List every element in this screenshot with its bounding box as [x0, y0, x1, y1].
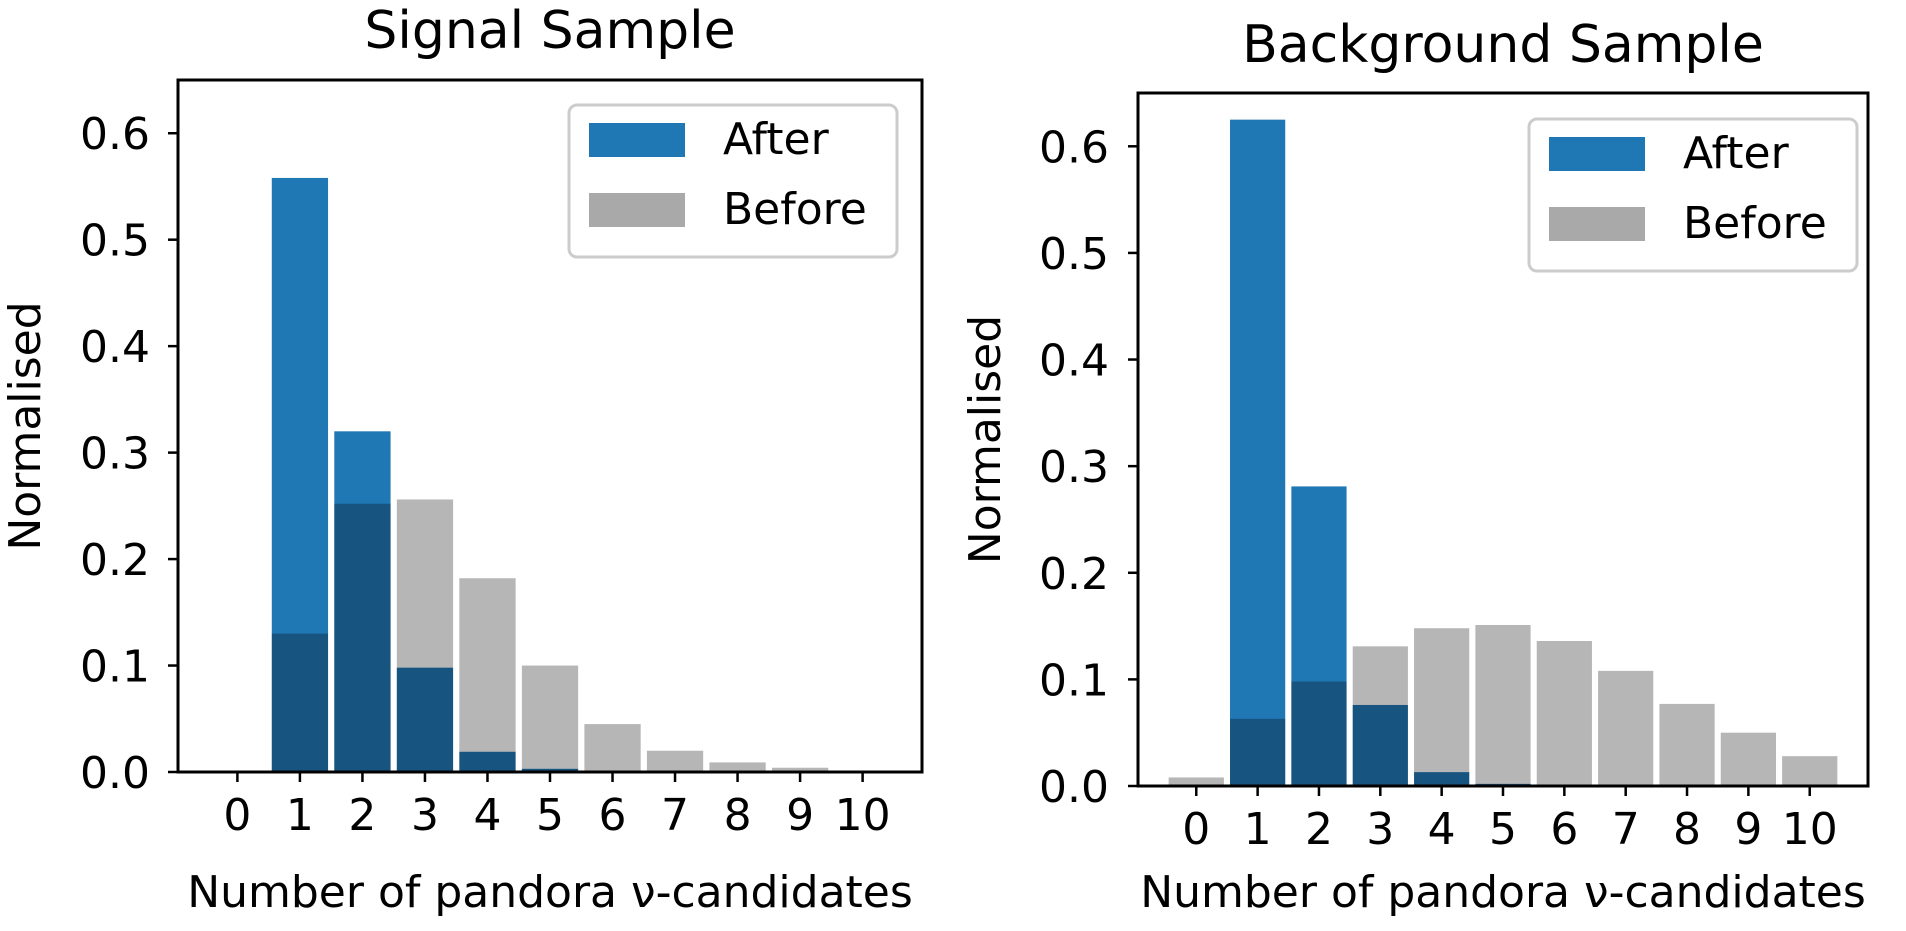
x-axis-label: Number of pandora ν-candidates — [1140, 867, 1866, 918]
x-tick-label: 3 — [1366, 804, 1394, 855]
x-tick-label: 2 — [348, 790, 376, 841]
x-tick-label: 9 — [1734, 804, 1762, 855]
legend-label-after: After — [723, 114, 830, 165]
bar-after-1 — [1230, 119, 1286, 786]
y-tick-label: 0.0 — [1039, 762, 1109, 813]
y-axis-label: Normalised — [960, 315, 1011, 564]
legend-swatch-before — [589, 193, 685, 227]
bar-before-10 — [1782, 756, 1838, 786]
x-tick-label: 0 — [1182, 804, 1210, 855]
chart-panel-2: 0 1 2 3 4 5 6 7 8 9 10 0.0 0.1 0.2 0.3 0.4 0.5 0.6 Backgro… — [960, 15, 1870, 918]
x-tick-label: 10 — [835, 790, 891, 841]
y-tick-label: 0.6 — [1039, 122, 1109, 173]
bar-before-0 — [1168, 777, 1224, 786]
bar-before-9 — [1720, 732, 1776, 786]
x-tick-label: 5 — [536, 790, 564, 841]
y-tick-label: 0.5 — [80, 216, 150, 267]
y-tick-label: 0.3 — [1039, 442, 1109, 493]
legend-label-before: Before — [1683, 198, 1827, 249]
bar-before-4 — [459, 578, 516, 772]
y-tick-label: 0.2 — [80, 535, 150, 586]
y-tick-label: 0.0 — [80, 748, 150, 799]
legend: After Before — [567, 103, 899, 259]
bar-before-8 — [709, 762, 766, 772]
legend-swatch-after — [589, 123, 685, 157]
x-tick-label: 3 — [411, 790, 439, 841]
x-tick-label: 5 — [1489, 804, 1517, 855]
bar-before-8 — [1659, 703, 1715, 786]
y-tick-label: 0.5 — [1039, 229, 1109, 280]
y-tick-label: 0.1 — [80, 642, 150, 693]
y-tick-label: 0.3 — [80, 429, 150, 480]
legend: After Before — [1527, 117, 1859, 273]
x-tick-label: 8 — [724, 790, 752, 841]
legend-label-after: After — [1683, 128, 1790, 179]
x-tick-label: 1 — [1244, 804, 1272, 855]
bar-before-1 — [271, 633, 329, 772]
chart-title: Signal Sample — [364, 1, 735, 61]
x-tick-label: 9 — [786, 790, 814, 841]
y-axis-label: Normalised — [0, 301, 51, 550]
bar-before-7 — [1598, 670, 1654, 786]
bar-before-2 — [334, 503, 391, 772]
bar-before-6 — [584, 724, 641, 772]
legend-swatch-after — [1549, 137, 1645, 171]
y-tick-label: 0.1 — [1039, 655, 1109, 706]
x-tick-label: 1 — [286, 790, 314, 841]
x-tick-label: 6 — [599, 790, 627, 841]
bar-before-7 — [646, 750, 704, 772]
x-tick-label: 10 — [1782, 804, 1838, 855]
x-tick-label: 4 — [1428, 804, 1456, 855]
bar-before-5 — [521, 665, 579, 772]
y-tick-label: 0.4 — [80, 322, 150, 373]
x-axis-label: Number of pandora ν-candidates — [187, 867, 913, 918]
bar-before-3 — [396, 499, 454, 772]
y-tick-label: 0.6 — [80, 109, 150, 160]
x-tick-label: 2 — [1305, 804, 1333, 855]
bar-before-5 — [1475, 625, 1531, 786]
x-tick-label: 7 — [1612, 804, 1640, 855]
y-tick-label: 0.2 — [1039, 549, 1109, 600]
bar-before-3 — [1352, 646, 1408, 786]
bar-before-9 — [771, 767, 829, 772]
y-tick-label: 0.4 — [1039, 336, 1109, 387]
x-tick-label: 8 — [1673, 804, 1701, 855]
x-tick-label: 4 — [473, 790, 501, 841]
bar-before-1 — [1230, 718, 1286, 786]
legend-label-before: Before — [723, 184, 867, 235]
bar-before-6 — [1536, 641, 1592, 786]
bar-before-2 — [1291, 681, 1347, 786]
x-tick-label: 7 — [661, 790, 689, 841]
x-tick-label: 6 — [1550, 804, 1578, 855]
bar-before-4 — [1414, 628, 1470, 786]
x-tick-label: 0 — [223, 790, 251, 841]
chart-panel-1: 0 1 2 3 4 5 6 7 8 9 10 0.0 0.1 0.2 0.3 0.4 0.5 0.6 Signal … — [0, 1, 924, 918]
chart-title: Background Sample — [1242, 15, 1764, 75]
legend-swatch-before — [1549, 207, 1645, 241]
